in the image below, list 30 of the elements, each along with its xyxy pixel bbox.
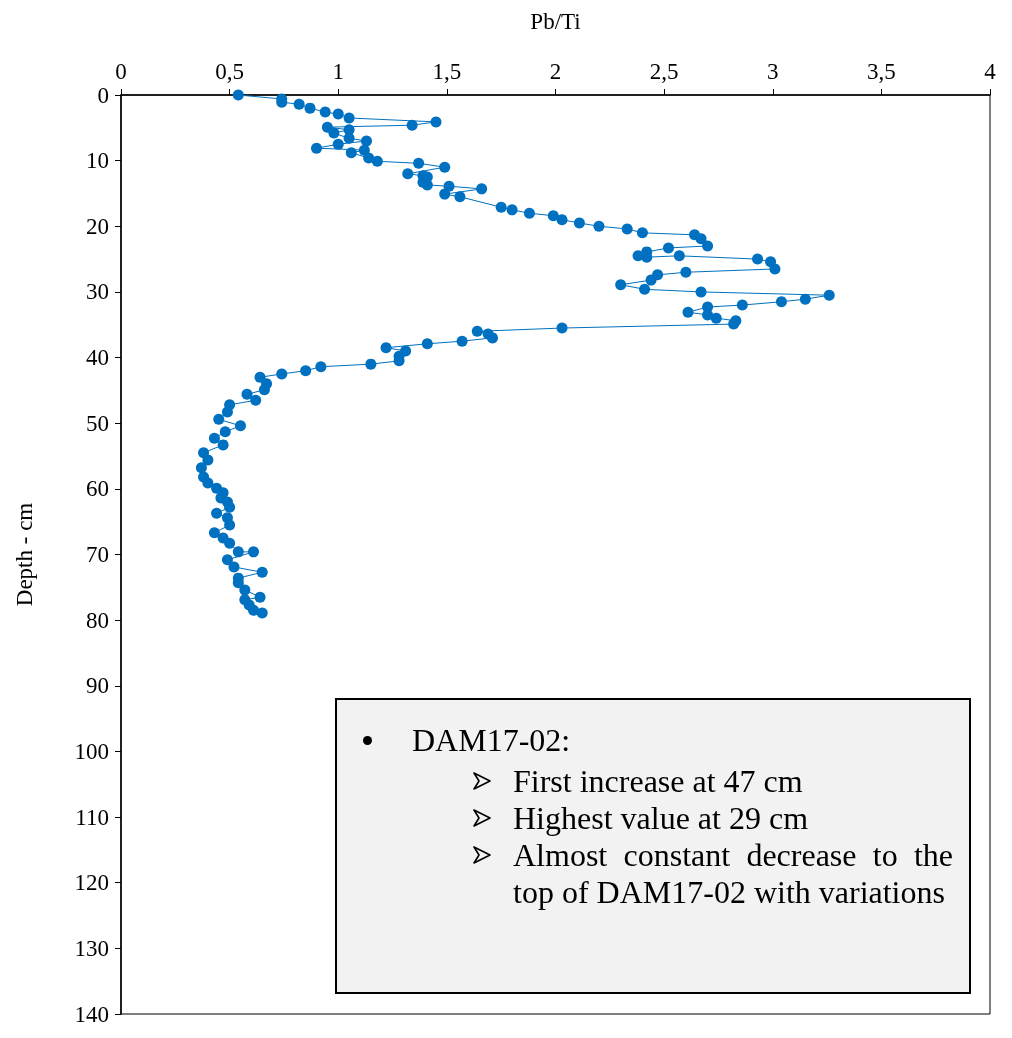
x-tick-label: 3,5 — [867, 59, 896, 84]
y-tick-label: 80 — [86, 607, 109, 633]
x-tick-label: 0 — [115, 59, 127, 84]
x-tick-label: 2,5 — [649, 59, 679, 84]
y-tick-label: 120 — [74, 870, 109, 896]
y-tick-label: 0 — [97, 82, 109, 108]
y-tick-label: 140 — [74, 1001, 109, 1027]
x-tick-label: 2 — [549, 59, 562, 84]
y-tick-label: 20 — [86, 213, 109, 239]
y-tick-label: 70 — [86, 542, 109, 567]
y-tick-label: 30 — [86, 279, 109, 305]
x-tick-label: 4 — [984, 59, 997, 84]
y-tick-label: 110 — [75, 804, 109, 830]
annotation: Almost constant decrease to the top of DAM17-02 with variations — [513, 837, 953, 911]
y-tick-label: 130 — [74, 935, 109, 961]
y-axis-title: Depth - cm — [12, 502, 37, 607]
x-tick-label: 0,5 — [215, 59, 244, 84]
y-tick-label: 50 — [86, 410, 109, 436]
x-tick-label: 3 — [767, 59, 779, 84]
annotation: DAM17-02: — [412, 722, 571, 759]
y-tick-label: 90 — [86, 673, 109, 699]
y-tick-label: 10 — [86, 148, 109, 174]
x-axis-title: Pb/Ti — [530, 9, 581, 34]
y-tick-label: 60 — [86, 476, 109, 502]
annotation: First increase at 47 cm — [513, 763, 804, 800]
x-tick-label: 1 — [332, 59, 344, 84]
annotation: Highest value at 29 cm — [513, 800, 810, 837]
x-tick-label: 1,5 — [432, 59, 462, 84]
y-tick-label: 40 — [86, 345, 109, 371]
y-tick-label: 100 — [74, 738, 109, 764]
